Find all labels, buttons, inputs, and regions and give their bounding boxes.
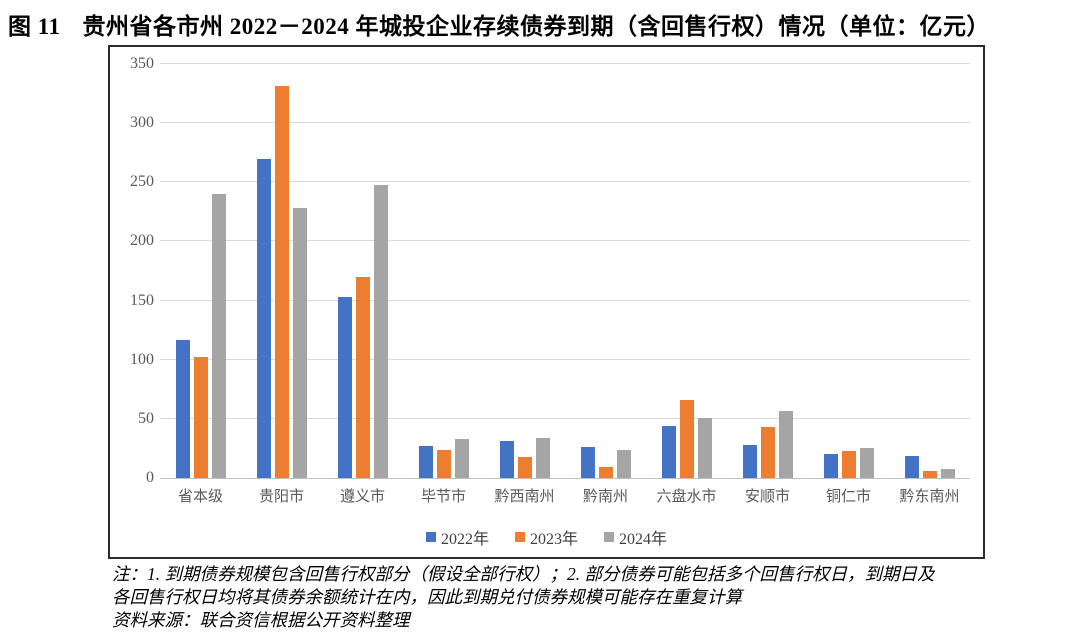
gridline [160, 122, 970, 124]
bar-group [727, 64, 808, 478]
bar [175, 339, 190, 478]
bar [256, 158, 271, 478]
legend: 2022年 2023年 2024年 [110, 525, 983, 549]
legend-label: 2024年 [619, 531, 668, 548]
bar [337, 297, 352, 478]
bar [211, 194, 226, 478]
bar [760, 427, 775, 478]
bar [193, 357, 208, 478]
bar [823, 454, 838, 478]
y-tick-label: 300 [130, 114, 154, 132]
figure-title: 图 11 贵州省各市州 2022－2024 年城投企业存续债券到期（含回售行权）情… [8, 7, 990, 41]
bar [922, 470, 937, 478]
legend-label: 2023年 [529, 531, 578, 548]
notes-block: 注：1. 到期债券规模包含回售行权部分（假设全部行权）；2. 部分债券可能包括多… [112, 563, 1042, 632]
bar [355, 276, 370, 478]
x-tick-label: 黔南州 [582, 488, 628, 505]
y-tick-label: 150 [130, 291, 154, 309]
legend-label: 2022年 [440, 531, 489, 548]
bar [679, 399, 694, 478]
x-tick-label: 黔东南州 [899, 488, 960, 505]
gridline [160, 181, 970, 183]
note-line: 各回售行权日均将其债券余额统计在内，因此到期兑付债券规模可能存在重复计算 [112, 587, 742, 607]
bar [418, 446, 433, 478]
bar [598, 467, 613, 478]
bar-group [160, 64, 241, 478]
bar [517, 456, 532, 478]
legend-item: 2023年 [514, 525, 578, 549]
y-tick-label: 200 [130, 232, 154, 250]
y-tick-label: 250 [130, 173, 154, 191]
legend-item: 2022年 [425, 525, 489, 549]
chart-frame: 0 50 100 150 200 250 300 350 省本级 贵阳市 遵义市 毕节市 黔西南州 黔南… [108, 45, 985, 559]
bar [616, 449, 631, 478]
y-tick-label: 100 [130, 350, 154, 368]
x-tick-label: 遵义市 [339, 488, 385, 505]
bar-groups [160, 64, 970, 478]
bar [940, 468, 955, 478]
note-line: 注：1. 到期债券规模包含回售行权部分（假设全部行权）；2. 部分债券可能包括多… [112, 564, 935, 584]
bar [274, 86, 289, 478]
x-tick-label: 六盘水市 [656, 488, 717, 505]
bar [742, 444, 757, 478]
bar [454, 438, 469, 478]
figure-number-label: 图 11 [8, 14, 61, 39]
gridline [160, 358, 970, 360]
gridline [160, 63, 970, 64]
bar [661, 425, 676, 478]
figure-title-text: 贵州省各市州 2022－2024 年城投企业存续债券到期（含回售行权）情况（单位… [82, 14, 990, 39]
x-tick-label: 铜仁市 [825, 488, 871, 505]
bar [499, 441, 514, 478]
x-axis: 省本级 贵阳市 遵义市 毕节市 黔西南州 黔南州 六盘水市 安顺市 铜仁市 黔东南州 [160, 485, 970, 506]
gridline [160, 417, 970, 419]
x-tick-label: 贵阳市 [258, 488, 304, 505]
note-source-line: 资料来源：联合资信根据公开资料整理 [112, 610, 410, 630]
x-tick-label: 安顺市 [744, 488, 790, 505]
x-tick-label: 省本级 [177, 488, 223, 505]
bar-group [889, 64, 970, 478]
bar-group [646, 64, 727, 478]
x-tick-label: 毕节市 [420, 488, 466, 505]
bar-group [322, 64, 403, 478]
legend-swatch-icon [514, 532, 525, 542]
y-tick-label: 350 [130, 55, 154, 72]
bar-group [484, 64, 565, 478]
bar-group [565, 64, 646, 478]
bar [580, 447, 595, 478]
x-tick-label: 黔西南州 [494, 488, 555, 505]
gridline [160, 299, 970, 301]
bar [859, 448, 874, 478]
y-tick-label: 50 [138, 409, 154, 427]
bar [778, 410, 793, 478]
legend-item: 2024年 [604, 525, 667, 549]
bar [841, 450, 856, 478]
gridline [160, 240, 970, 242]
legend-swatch-icon [425, 532, 436, 542]
legend-swatch-icon [604, 532, 614, 542]
bar [904, 455, 919, 478]
bar [292, 208, 307, 478]
y-axis: 0 50 100 150 200 250 300 350 [110, 56, 160, 486]
bar-group [241, 64, 322, 478]
bar [535, 437, 550, 478]
y-tick-label: 0 [146, 469, 154, 486]
bar [436, 449, 451, 478]
plot-area [160, 63, 970, 479]
bar-group [808, 64, 889, 478]
bar-group [403, 64, 484, 478]
bar [373, 184, 388, 478]
bar [697, 417, 712, 478]
